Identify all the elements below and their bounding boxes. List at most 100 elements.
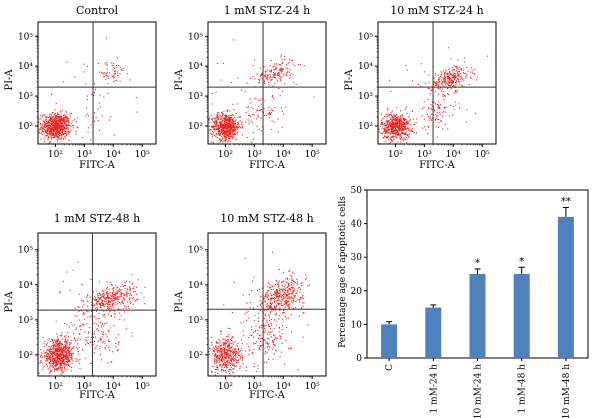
event-dot: [219, 127, 221, 129]
event-dot: [227, 345, 229, 347]
event-dot: [121, 289, 123, 291]
event-dot: [269, 113, 271, 115]
event-dot: [64, 340, 66, 342]
event-dot: [380, 119, 382, 121]
event-dot: [271, 303, 273, 305]
y-tick-label: 10²: [358, 122, 373, 132]
event-dot: [254, 98, 256, 100]
event-dot: [290, 60, 292, 62]
event-dot: [409, 133, 411, 135]
event-dot: [257, 344, 259, 346]
event-dot: [106, 302, 108, 304]
event-dot: [72, 127, 74, 129]
event-dot: [109, 304, 111, 306]
event-dot: [402, 123, 404, 125]
event-dot: [112, 303, 114, 305]
event-dot: [53, 344, 55, 346]
event-dot: [131, 294, 133, 296]
event-dot: [281, 62, 283, 64]
event-dot: [51, 365, 53, 367]
event-dot: [240, 357, 242, 359]
event-dot: [448, 93, 450, 95]
event-dot: [235, 133, 237, 135]
event-dot: [266, 322, 268, 324]
event-dot: [56, 349, 58, 351]
event-dot: [231, 342, 233, 344]
event-dot: [225, 133, 227, 135]
event-dot: [71, 362, 73, 364]
event-dot: [232, 352, 234, 354]
event-dot: [216, 341, 218, 343]
event-dot: [242, 330, 244, 332]
event-dot: [264, 114, 266, 116]
event-dot: [41, 124, 43, 126]
event-dot: [232, 354, 234, 356]
event-dot: [86, 310, 88, 312]
event-dot: [54, 368, 56, 370]
event-dot: [275, 74, 277, 76]
event-dot: [106, 345, 108, 347]
event-dot: [280, 302, 282, 304]
plot-frame: [207, 232, 327, 377]
event-dot: [110, 310, 112, 312]
event-dot: [217, 115, 219, 117]
event-dot: [233, 349, 235, 351]
event-dot: [222, 365, 224, 367]
event-dot: [114, 80, 116, 82]
event-dot: [275, 306, 277, 308]
event-dot: [236, 127, 238, 129]
event-dot: [56, 116, 58, 118]
event-dot: [224, 115, 226, 117]
event-dot: [221, 122, 223, 124]
event-dot: [126, 73, 128, 75]
event-dot: [117, 71, 119, 73]
event-dot: [113, 303, 115, 305]
event-dot: [212, 126, 214, 128]
event-dot: [473, 72, 475, 74]
event-dot: [395, 121, 397, 123]
event-dot: [397, 126, 399, 128]
event-dot: [285, 293, 287, 295]
event-dot: [282, 59, 284, 61]
event-dot: [52, 340, 54, 342]
event-dot: [246, 82, 248, 84]
event-dot: [257, 333, 259, 335]
event-dot: [66, 355, 68, 357]
event-dot: [460, 73, 462, 75]
event-dot: [122, 70, 124, 72]
event-dot: [249, 302, 251, 304]
event-dot: [234, 356, 236, 358]
event-dot: [45, 121, 47, 123]
event-dot: [280, 70, 282, 72]
event-dot: [400, 120, 402, 122]
event-dot: [383, 128, 385, 130]
event-dot: [49, 123, 51, 125]
event-dot: [263, 300, 265, 302]
event-dot: [223, 131, 225, 133]
event-dot: [58, 368, 60, 370]
event-dot: [107, 77, 109, 79]
event-dot: [231, 129, 233, 131]
event-dot: [61, 110, 63, 112]
event-dot: [398, 129, 400, 131]
event-dot: [466, 109, 468, 111]
event-dot: [281, 312, 283, 314]
event-dot: [214, 122, 216, 124]
event-dot: [77, 126, 79, 128]
event-dot: [96, 345, 98, 347]
event-dot: [285, 295, 287, 297]
event-dot: [282, 318, 284, 320]
event-dot: [232, 137, 234, 139]
event-dot: [50, 126, 52, 128]
event-dot: [400, 127, 402, 129]
event-dot: [230, 359, 232, 361]
event-dot: [219, 121, 221, 123]
event-dot: [75, 360, 77, 362]
event-dot: [471, 72, 473, 74]
event-dot: [403, 117, 405, 119]
event-dot: [229, 120, 231, 122]
event-dot: [46, 359, 48, 361]
event-dot: [55, 348, 57, 350]
event-dot: [403, 123, 405, 125]
event-dot: [46, 359, 48, 361]
